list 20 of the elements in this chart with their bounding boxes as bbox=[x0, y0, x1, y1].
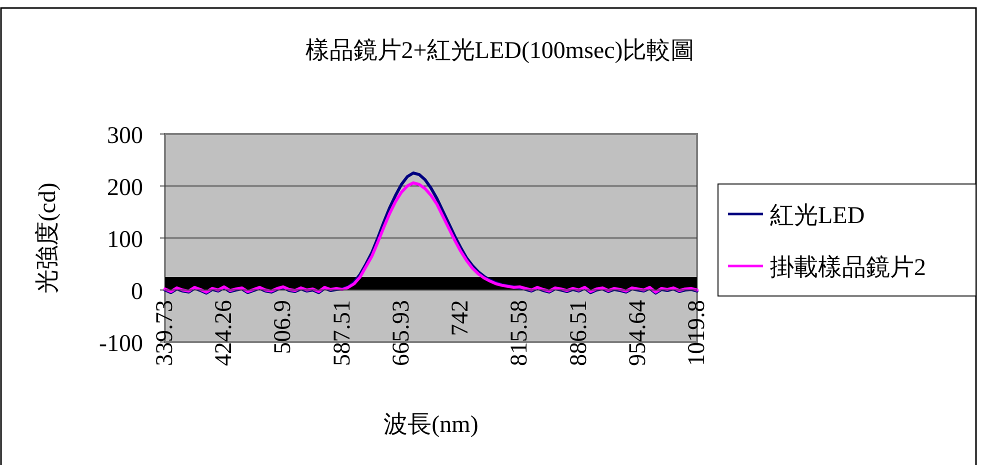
x-axis-title: 波長(nm) bbox=[384, 412, 478, 438]
x-tick-label: 339.73 bbox=[152, 300, 178, 366]
y-axis-title: 光強度(cd) bbox=[34, 182, 61, 294]
y-tick-label: 100 bbox=[107, 227, 143, 253]
x-tick-label: 1019.8 bbox=[684, 300, 710, 366]
y-tick-label: 300 bbox=[107, 123, 143, 149]
x-tick-label: 742 bbox=[448, 300, 474, 336]
y-tick-label: -100 bbox=[99, 331, 143, 357]
legend-label: 紅光LED bbox=[770, 203, 865, 229]
legend-label: 掛載樣品鏡片2 bbox=[770, 254, 926, 281]
x-tick-label: 815.58 bbox=[506, 300, 533, 366]
y-tick-label: 0 bbox=[131, 279, 143, 305]
y-tick-label: 200 bbox=[107, 175, 143, 201]
chart-title: 樣品鏡片2+紅光LED(100msec)比較圖 bbox=[305, 37, 695, 64]
x-tick-label: 886.51 bbox=[566, 300, 592, 366]
x-tick-label: 424.26 bbox=[211, 300, 238, 366]
x-tick-label: 954.64 bbox=[624, 300, 651, 366]
x-tick-label: 665.93 bbox=[388, 300, 414, 366]
x-tick-label: 506.9 bbox=[270, 300, 296, 354]
x-tick-label: 587.51 bbox=[329, 300, 356, 366]
